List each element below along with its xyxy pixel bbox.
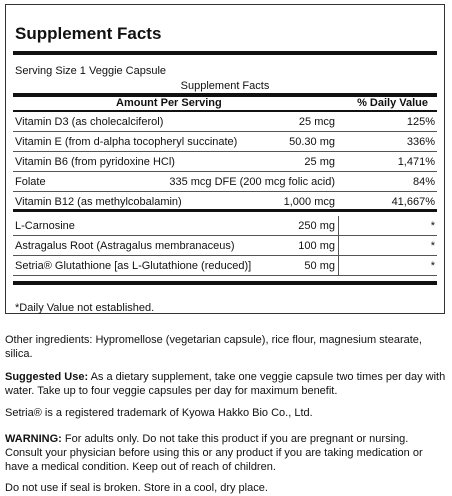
nutrient-name: Vitamin E (from d-alpha tocopheryl succi… — [15, 136, 238, 148]
panel-title: Supplement Facts — [15, 24, 162, 43]
nutrient-name: Folate — [15, 176, 46, 188]
nutrient-dv: 1,471% — [397, 156, 435, 168]
warning-text: For adults only. Do not take this produc… — [5, 433, 423, 473]
suggested-use-label: Suggested Use: — [5, 371, 89, 383]
table-row: Vitamin B12 (as methylcobalamin) 1,000 m… — [13, 192, 437, 212]
nutrient-dv: 84% — [412, 176, 435, 188]
table-bottom-rule — [13, 281, 437, 285]
suggested-use: Suggested Use: As a dietary supplement, … — [5, 370, 447, 398]
title-divider — [13, 51, 437, 55]
table-row: Astragalus Root (Astragalus membranaceus… — [13, 236, 437, 256]
table-caption: Supplement Facts — [180, 80, 270, 92]
supplement-facts-panel: Supplement Facts Serving Size 1 Veggie C… — [5, 4, 445, 314]
amount-column-divider — [338, 216, 339, 276]
nutrient-amount: 25 mg — [304, 156, 335, 168]
nutrient-name: Vitamin B6 (from pyridoxine HCl) — [15, 156, 175, 168]
table-row: Setria® Glutathione [as L-Glutathione (r… — [13, 256, 437, 276]
table-row: Vitamin B6 (from pyridoxine HCl) 25 mg 1… — [13, 152, 437, 172]
nutrient-amount: 250 mg — [298, 220, 335, 232]
nutrient-dv: 41,667% — [391, 196, 435, 208]
warning-label: WARNING: — [5, 433, 62, 445]
table-row: L-Carnosine 250 mg * — [13, 216, 437, 236]
serving-size: Serving Size 1 Veggie Capsule — [15, 65, 167, 77]
nutrient-dv: * — [430, 240, 435, 252]
trademark-note: Setria® is a registered trademark of Kyo… — [5, 407, 313, 419]
warning: WARNING: For adults only. Do not take th… — [5, 432, 447, 474]
nutrient-dv: * — [430, 220, 435, 232]
header-amount: Amount Per Serving — [116, 97, 222, 109]
suggested-use-text: As a dietary supplement, take one veggie… — [5, 371, 446, 397]
storage-note: Do not use if seal is broken. Store in a… — [5, 482, 268, 494]
header-daily-value: % Daily Value — [357, 97, 428, 109]
nutrient-amount: 50 mg — [304, 260, 335, 272]
nutrient-name: Setria® Glutathione [as L-Glutathione (r… — [15, 260, 252, 272]
nutrient-name: L-Carnosine — [15, 220, 75, 232]
table-row: Vitamin D3 (as cholecalciferol) 25 mcg 1… — [13, 112, 437, 132]
nutrient-name: Astragalus Root (Astragalus membranaceus… — [15, 240, 235, 252]
other-ingredients: Other ingredients: Hypromellose (vegetar… — [5, 334, 422, 360]
table-top-rule — [13, 93, 437, 97]
nutrient-amount: 25 mcg — [298, 116, 335, 128]
table-row: Folate 335 mcg DFE (200 mcg folic acid) … — [13, 172, 437, 192]
nutrient-dv: * — [430, 260, 435, 272]
nutrient-name: Vitamin D3 (as cholecalciferol) — [15, 116, 164, 128]
nutrient-name: Vitamin B12 (as methylcobalamin) — [15, 196, 182, 208]
nutrient-amount: 100 mg — [298, 240, 335, 252]
header-rule — [13, 110, 437, 112]
nutrient-dv: 125% — [406, 116, 435, 128]
nutrient-dv: 336% — [406, 136, 435, 148]
daily-value-footnote: *Daily Value not established. — [15, 302, 155, 314]
nutrient-amount: 335 mcg DFE (200 mcg folic acid) — [169, 176, 335, 188]
table-row: Vitamin E (from d-alpha tocopheryl succi… — [13, 132, 437, 152]
nutrient-amount: 50.30 mg — [289, 136, 335, 148]
nutrient-amount: 1,000 mcg — [283, 196, 335, 208]
